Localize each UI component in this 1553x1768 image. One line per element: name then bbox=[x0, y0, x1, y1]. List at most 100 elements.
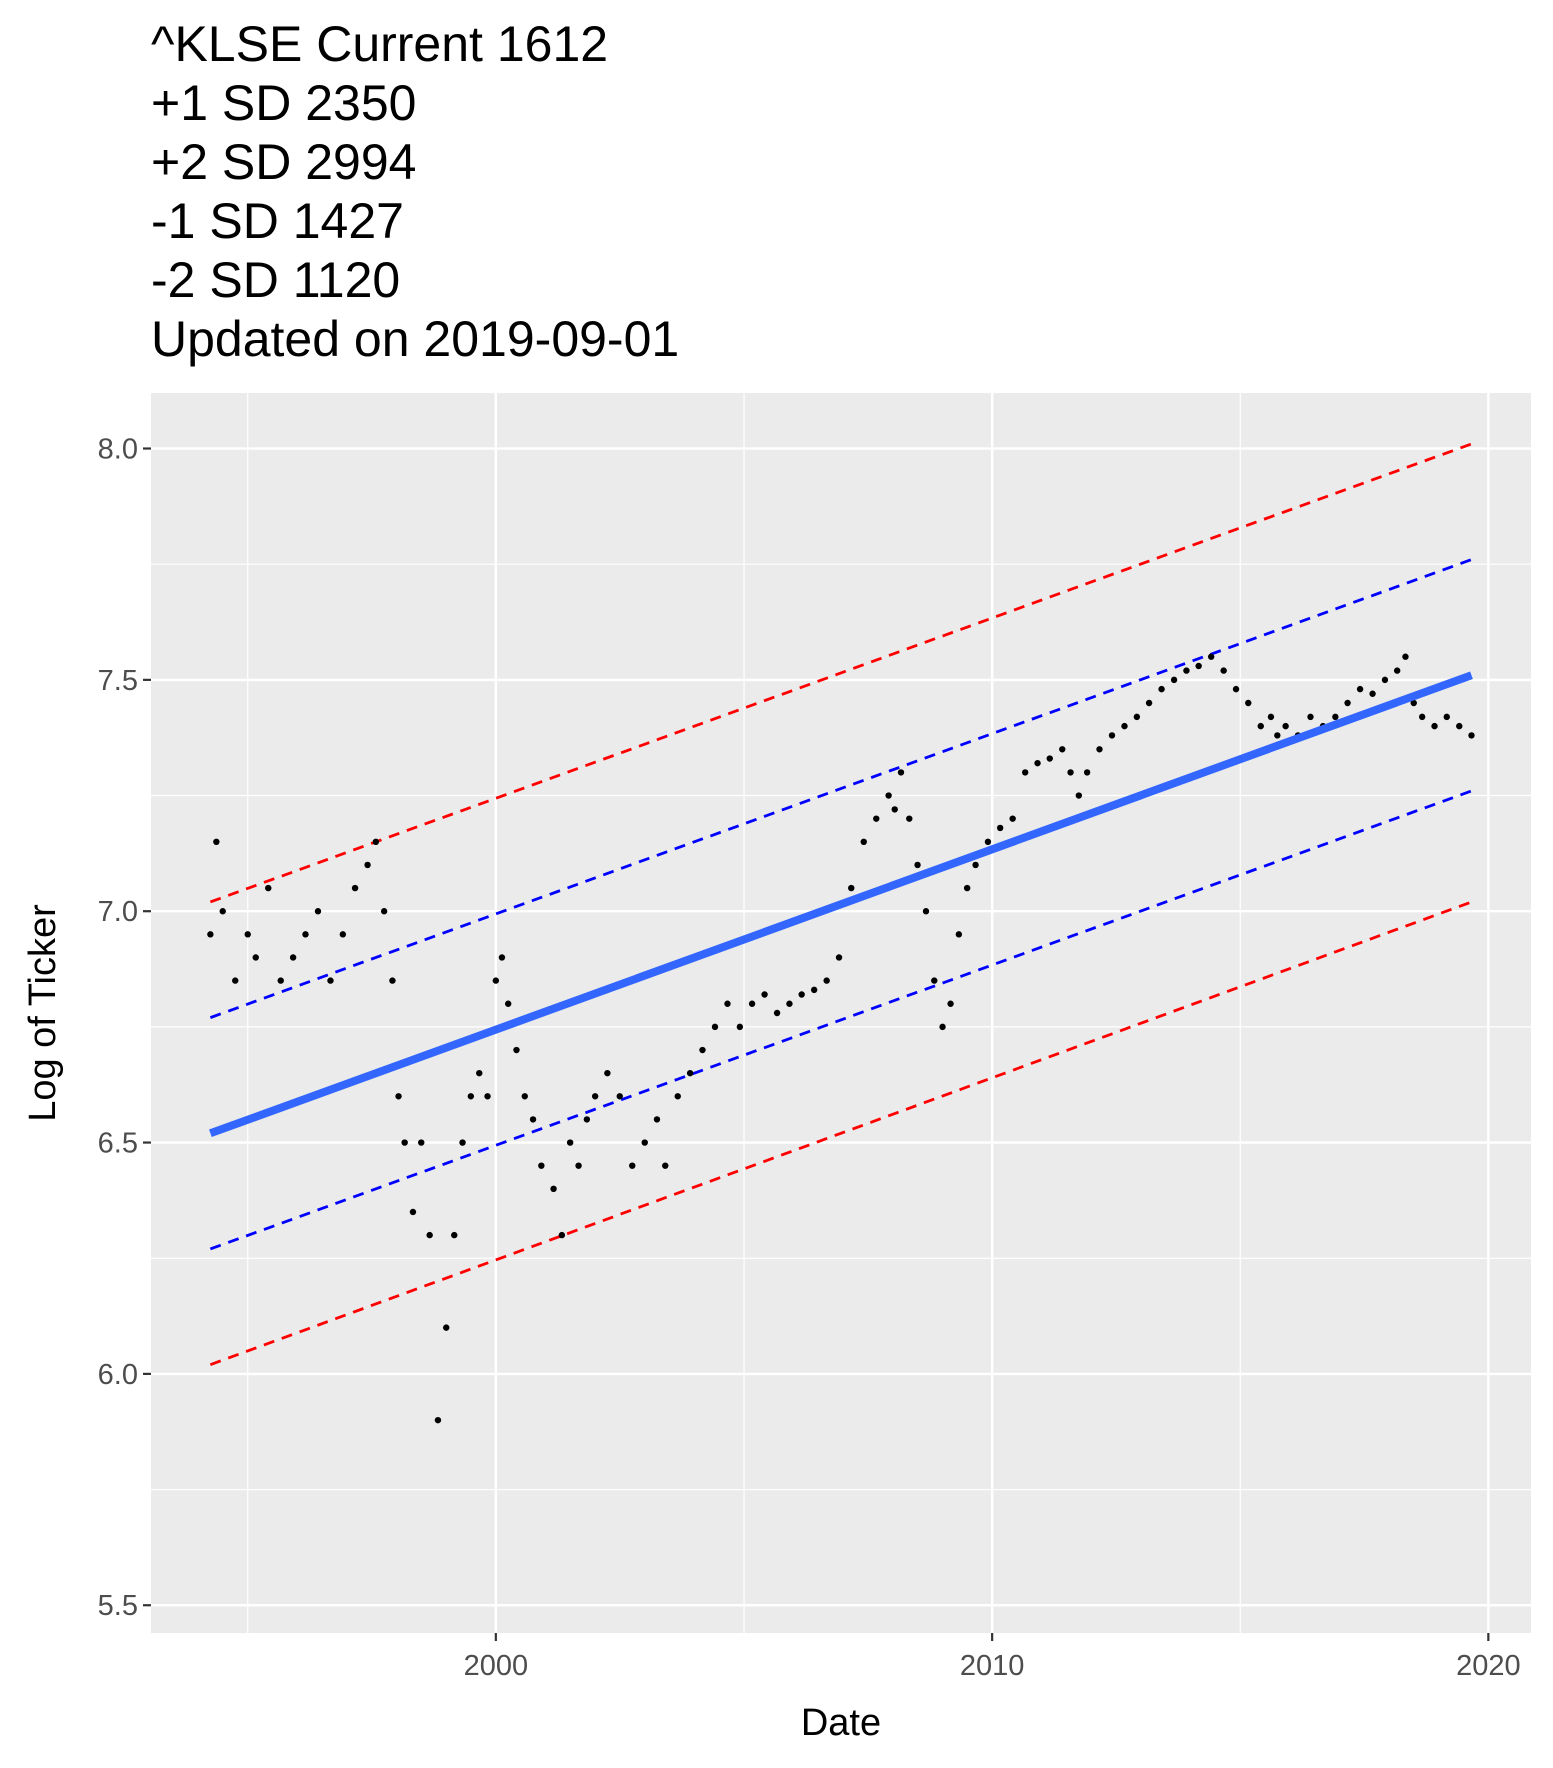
data-point bbox=[339, 931, 347, 938]
data-point bbox=[939, 1023, 946, 1031]
data-point bbox=[736, 1023, 744, 1031]
data-point bbox=[873, 815, 880, 822]
data-point bbox=[897, 769, 905, 776]
y-tick-label: 6.5 bbox=[98, 1128, 138, 1160]
x-axis-title: Date bbox=[801, 1702, 881, 1744]
data-point bbox=[1121, 722, 1128, 730]
data-point bbox=[1207, 653, 1215, 660]
data-point bbox=[289, 954, 297, 961]
sd1-line-1 bbox=[209, 558, 1472, 1019]
data-point bbox=[1232, 685, 1240, 693]
y-axis-title: Log of Ticker bbox=[22, 904, 64, 1122]
data-point bbox=[947, 1000, 954, 1007]
data-point bbox=[364, 861, 371, 869]
data-point bbox=[538, 1162, 545, 1169]
data-point bbox=[1393, 667, 1401, 674]
data-point bbox=[314, 908, 322, 915]
data-point bbox=[401, 1139, 408, 1146]
data-point bbox=[653, 1116, 661, 1123]
data-point bbox=[963, 884, 971, 892]
data-point bbox=[232, 977, 239, 984]
data-point bbox=[1158, 685, 1165, 693]
data-point bbox=[860, 838, 867, 846]
data-point bbox=[277, 977, 284, 984]
y-tick-label: 5.5 bbox=[98, 1590, 138, 1622]
data-point bbox=[244, 931, 251, 938]
data-point bbox=[955, 931, 963, 938]
data-point bbox=[1402, 653, 1409, 660]
data-point bbox=[372, 838, 380, 846]
data-point bbox=[395, 1093, 402, 1100]
data-point bbox=[972, 861, 979, 869]
data-point bbox=[1183, 667, 1190, 674]
data-point bbox=[591, 1093, 599, 1100]
data-point bbox=[1257, 722, 1264, 730]
data-point bbox=[409, 1208, 417, 1216]
data-point bbox=[686, 1069, 694, 1077]
data-point bbox=[1245, 699, 1252, 707]
data-point bbox=[629, 1162, 636, 1169]
data-point bbox=[1369, 690, 1376, 697]
data-point bbox=[1096, 746, 1103, 753]
y-tick-label: 8.0 bbox=[98, 434, 138, 466]
data-point bbox=[711, 1023, 719, 1031]
data-point bbox=[1021, 769, 1029, 776]
y-axis: 5.5 6.0 6.5 7.0 7.5 8.0 bbox=[98, 434, 151, 1622]
data-point bbox=[1418, 713, 1426, 721]
data-point bbox=[848, 884, 855, 892]
y-tick-label: 6.0 bbox=[98, 1359, 138, 1391]
data-point bbox=[1083, 769, 1091, 776]
data-point bbox=[351, 884, 359, 892]
data-point bbox=[484, 1093, 491, 1100]
data-point bbox=[583, 1116, 591, 1123]
sd2-line-1 bbox=[209, 442, 1472, 904]
title-line-2: +1 SD 2350 bbox=[151, 75, 416, 131]
plot-panel bbox=[151, 393, 1531, 1633]
data-point bbox=[604, 1069, 611, 1077]
chart-title: ^KLSE Current 1612 +1 SD 2350 +2 SD 2994… bbox=[151, 16, 679, 367]
data-point bbox=[1145, 699, 1153, 707]
data-point bbox=[1170, 676, 1178, 684]
y-tick-label: 7.5 bbox=[98, 665, 138, 697]
data-point bbox=[1009, 815, 1016, 822]
data-point bbox=[492, 977, 500, 984]
sd2-line-2 bbox=[209, 900, 1472, 1366]
data-point bbox=[931, 977, 938, 984]
data-point bbox=[662, 1162, 669, 1169]
data-point bbox=[996, 824, 1004, 832]
data-point bbox=[798, 991, 805, 998]
data-point bbox=[219, 908, 226, 915]
data-point bbox=[906, 815, 913, 822]
data-point bbox=[1274, 732, 1281, 739]
x-tick-label: 2020 bbox=[1456, 1650, 1521, 1682]
y-tick-label: 7.0 bbox=[98, 896, 138, 928]
data-point bbox=[1267, 713, 1275, 721]
data-point bbox=[1133, 713, 1141, 721]
data-point bbox=[724, 1000, 731, 1007]
data-point bbox=[641, 1139, 648, 1146]
data-point bbox=[504, 1000, 512, 1007]
data-point bbox=[1282, 722, 1289, 730]
data-point bbox=[252, 954, 259, 961]
data-point bbox=[1443, 713, 1450, 721]
data-point bbox=[521, 1093, 528, 1100]
data-point bbox=[380, 908, 388, 915]
data-point bbox=[885, 792, 892, 799]
data-point bbox=[1332, 713, 1339, 721]
data-point bbox=[1075, 792, 1083, 799]
data-point bbox=[891, 806, 898, 813]
data-point bbox=[1381, 676, 1389, 684]
x-axis: 2000 2010 2020 bbox=[464, 1633, 1521, 1682]
data-point bbox=[1307, 713, 1314, 721]
data-point bbox=[1456, 722, 1463, 730]
data-point bbox=[207, 931, 214, 938]
data-point bbox=[389, 977, 396, 984]
data-point bbox=[558, 1231, 566, 1239]
data-point bbox=[302, 931, 309, 938]
title-line-6: Updated on 2019-09-01 bbox=[151, 311, 679, 367]
fit-line-group bbox=[209, 671, 1473, 1138]
data-point bbox=[529, 1116, 537, 1123]
minor-gridlines bbox=[151, 393, 1531, 1633]
data-point bbox=[451, 1231, 458, 1239]
